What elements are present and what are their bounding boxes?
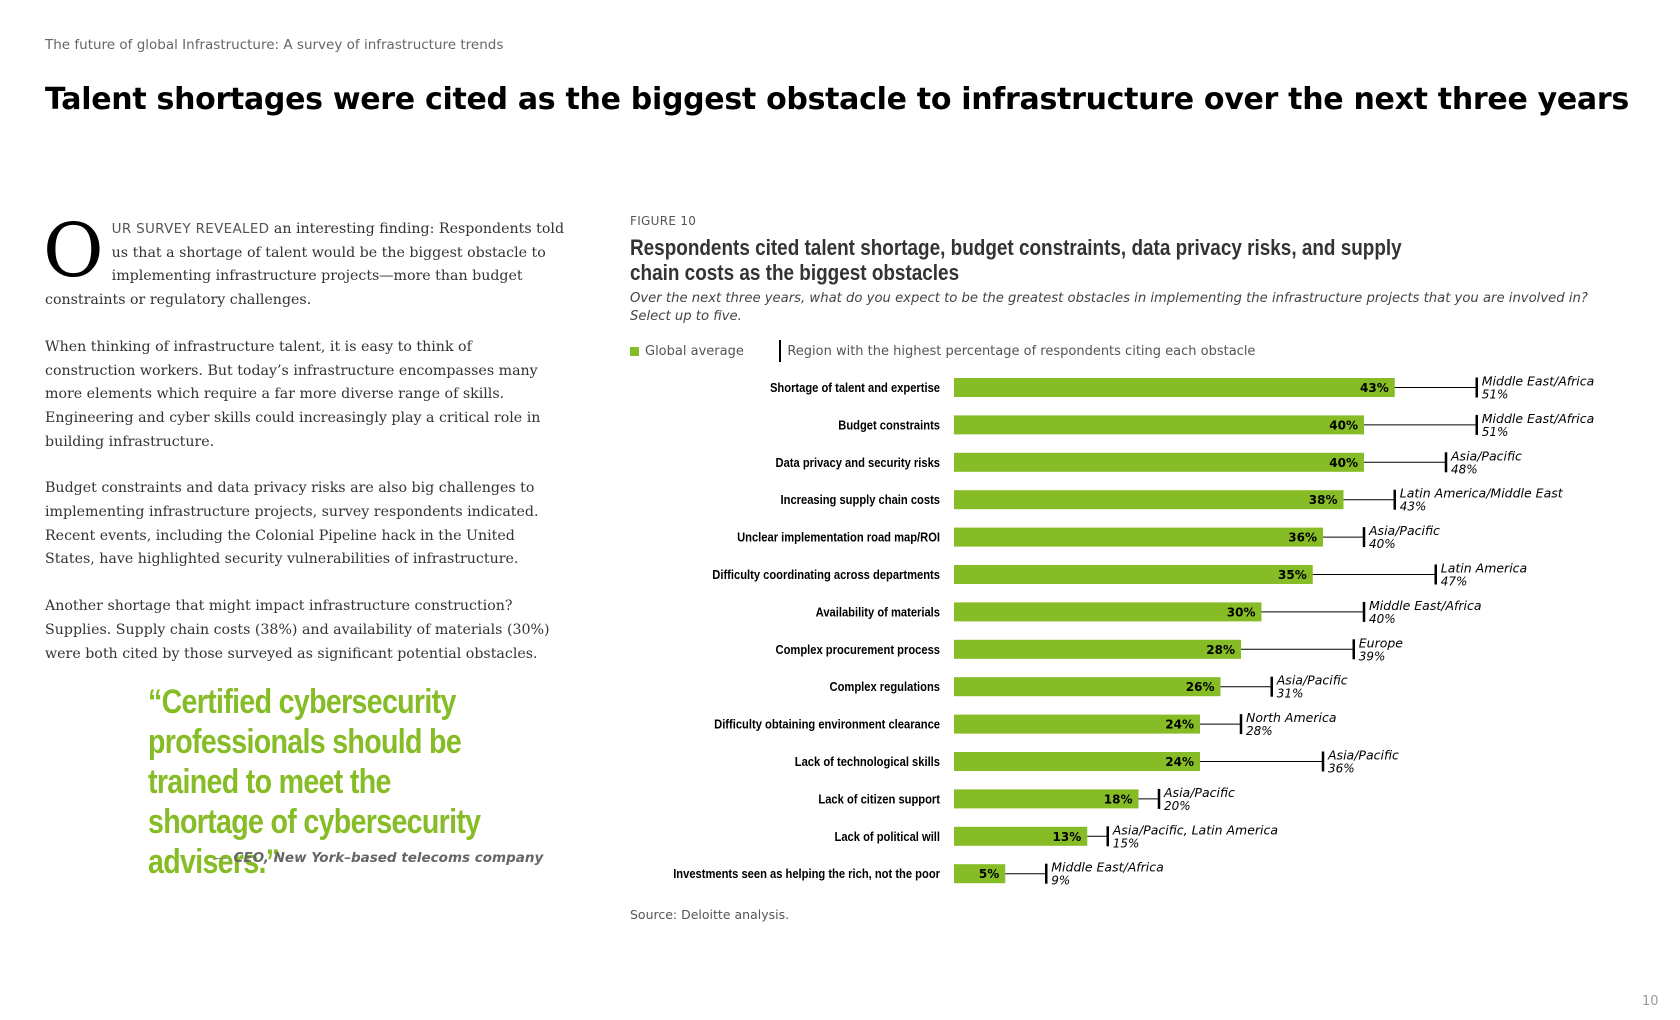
region-value-label: 47% (1441, 575, 1468, 589)
global-bar (954, 490, 1344, 510)
global-value-label: 26% (1186, 680, 1215, 694)
global-bar (954, 826, 1088, 846)
global-bar (954, 415, 1364, 435)
legend-region-marker (778, 340, 782, 362)
region-value-label: 20% (1164, 799, 1191, 813)
global-value-label: 43% (1360, 381, 1389, 395)
region-name-label: Asia/Pacific (1163, 785, 1235, 800)
region-value-label: 28% (1246, 724, 1273, 738)
global-value-label: 5% (979, 867, 999, 881)
category-label: Lack of citizen support (818, 792, 940, 807)
category-label: Budget constraints (838, 418, 940, 433)
category-label: Difficulty coordinating across departmen… (712, 567, 940, 582)
chart-legend: Global average Region with the highest p… (630, 340, 1255, 362)
category-label: Shortage of talent and expertise (770, 380, 940, 395)
category-label: Increasing supply chain costs (781, 492, 941, 507)
global-value-label: 40% (1329, 456, 1358, 470)
global-value-label: 38% (1309, 493, 1338, 507)
global-bar (954, 602, 1262, 622)
category-label: Data privacy and security risks (776, 455, 941, 470)
global-value-label: 36% (1288, 531, 1317, 545)
paragraph-1-text: an interesting finding: Respondents told… (45, 221, 565, 309)
category-label: Complex procurement process (776, 642, 941, 657)
global-bar (954, 752, 1200, 771)
region-name-label: Asia/Pacific (1327, 748, 1399, 763)
global-bar (954, 527, 1323, 547)
region-name-label: Middle East/Africa (1051, 860, 1164, 875)
region-value-label: 40% (1369, 612, 1396, 626)
global-value-label: 28% (1206, 643, 1235, 657)
paragraph-3: Budget constraints and data privacy risk… (45, 480, 539, 568)
figure-label: FIGURE 10 (630, 214, 697, 228)
region-value-label: 36% (1328, 762, 1355, 776)
category-label: Complex regulations (830, 679, 941, 694)
lead-in: UR SURVEY REVEALED (111, 221, 270, 237)
global-bar (954, 677, 1221, 697)
category-label: Availability of materials (816, 605, 941, 620)
category-label: Unclear implementation road map/ROI (737, 530, 940, 545)
region-value-label: 51% (1482, 425, 1509, 439)
paragraph-2: When thinking of infrastructure talent, … (45, 338, 541, 450)
region-name-label: Asia/Pacific (1276, 673, 1348, 688)
attribution-dash: — (214, 850, 228, 866)
drop-cap: O (43, 208, 104, 294)
region-name-label: Asia/Pacific (1368, 523, 1440, 538)
legend-global-swatch (630, 346, 639, 356)
category-label: Lack of technological skills (795, 754, 940, 769)
global-bar (954, 452, 1364, 472)
running-head: The future of global Infrastructure: A s… (45, 37, 504, 53)
attribution-text: CEO, New York–based telecoms company (233, 850, 544, 866)
global-value-label: 35% (1278, 568, 1307, 582)
figure-title: Respondents cited talent shortage, budge… (630, 235, 1402, 285)
region-value-label: 15% (1113, 836, 1140, 850)
global-value-label: 40% (1329, 418, 1358, 432)
region-name-label: Asia/Pacific (1450, 448, 1522, 463)
paragraph-4: Another shortage that might impact infra… (45, 598, 550, 662)
region-name-label: Latin America/Middle East (1400, 486, 1564, 501)
region-value-label: 40% (1369, 537, 1396, 551)
region-value-label: 48% (1451, 462, 1478, 476)
global-bar (954, 714, 1200, 734)
global-value-label: 30% (1227, 605, 1256, 619)
global-value-label: 24% (1165, 755, 1194, 769)
category-label: Lack of political will (835, 829, 940, 844)
global-bar (954, 378, 1395, 397)
page-title: Talent shortages were cited as the bigge… (45, 82, 1629, 117)
region-name-label: Europe (1359, 635, 1404, 650)
region-value-label: 51% (1482, 388, 1509, 402)
quote-attribution: — CEO, New York–based telecoms company (214, 850, 543, 866)
global-value-label: 18% (1104, 792, 1133, 806)
region-name-label: Latin America (1441, 561, 1527, 576)
source-note: Source: Deloitte analysis. (630, 907, 790, 922)
category-label: Difficulty obtaining environment clearan… (714, 717, 940, 732)
global-value-label: 13% (1053, 830, 1082, 844)
pull-quote: “Certified cybersecurity professionals s… (148, 683, 481, 881)
global-bar (954, 864, 1006, 884)
global-bar (954, 565, 1313, 584)
region-value-label: 43% (1400, 500, 1427, 514)
region-name-label: Asia/Pacific, Latin America (1112, 822, 1278, 837)
global-value-label: 24% (1165, 718, 1194, 732)
legend-region-label: Region with the highest percentage of re… (787, 343, 1256, 359)
category-label: Investments seen as helping the rich, no… (673, 866, 940, 881)
region-value-label: 31% (1277, 687, 1304, 701)
global-bar (954, 639, 1241, 659)
legend-global-label: Global average (645, 343, 744, 359)
region-value-label: 39% (1359, 649, 1386, 663)
page-number: 10 (1642, 994, 1659, 1009)
paragraph-1: O UR SURVEY REVEALED an interesting findi… (43, 208, 565, 313)
figure-question: Over the next three years, what do you e… (630, 291, 1588, 324)
region-name-label: North America (1246, 710, 1337, 725)
region-name-label: Middle East/Africa (1482, 411, 1595, 426)
body-text: O UR SURVEY REVEALED an interesting findi… (43, 208, 565, 689)
global-bar (954, 789, 1139, 809)
region-name-label: Middle East/Africa (1482, 374, 1595, 389)
region-value-label: 9% (1051, 874, 1070, 888)
region-name-label: Middle East/Africa (1369, 598, 1482, 613)
